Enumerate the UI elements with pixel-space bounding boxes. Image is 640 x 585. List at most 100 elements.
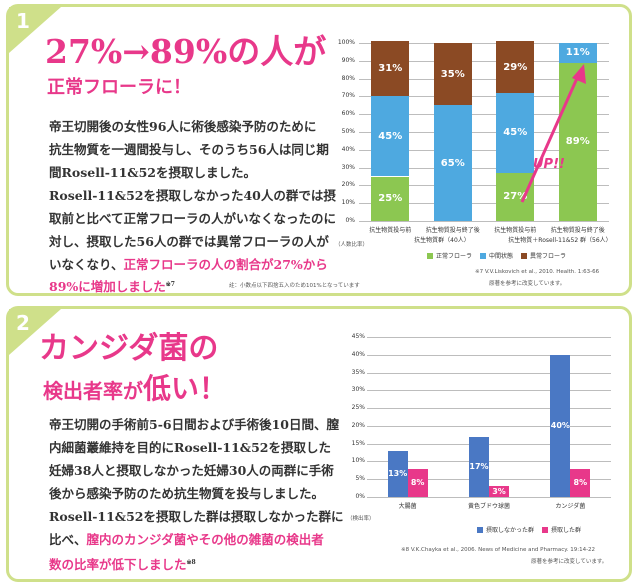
headline-low: 低い！: [143, 372, 228, 405]
headline-normal-flora: 正常フローラに！: [47, 77, 191, 98]
gridline: [359, 185, 609, 187]
body-line: 内細菌叢維持を目的にRosell-11&52を摂取した: [49, 440, 331, 455]
legend-label: 摂取しなかった群: [486, 527, 535, 534]
data-label: 3%: [492, 487, 506, 497]
section-1-highlight: いなくなり、正常フローラの人の割合が27%から: [49, 253, 328, 276]
gridline: [367, 372, 611, 374]
gridline: [359, 114, 609, 116]
body-line: 間Rosell-11&52を摂取しました。: [49, 165, 256, 180]
gridline: [359, 78, 609, 80]
y-tick-label: 40%: [351, 350, 365, 358]
bar: 8%: [570, 468, 591, 497]
bar-segment: 31%: [371, 41, 410, 97]
x-tick-label: 抗生物質投与前: [369, 227, 412, 234]
bar: 3%: [489, 486, 509, 497]
legend-item: 摂取した群: [542, 525, 581, 534]
y-tick-label: 35%: [351, 368, 365, 376]
body-line: 妊婦38人と摂取しなかった妊婦30人の両群に手術: [49, 463, 334, 478]
x-tick-label: 抗生物質投与終了後: [425, 227, 480, 234]
data-label: 8%: [573, 478, 588, 488]
body-line: 後から感染予防のため抗生物質を投与しました。: [49, 486, 325, 501]
y-tick-label: 40%: [341, 145, 355, 153]
y-tick-label: 10%: [341, 199, 355, 207]
gridline: [359, 203, 609, 205]
bar-segment: 89%: [558, 62, 597, 221]
x-tick-label: 抗生物質投与終了後: [550, 227, 605, 234]
data-label: 31%: [378, 63, 403, 75]
y-tick-label: 20%: [351, 421, 365, 429]
body-line: 比べ、: [49, 532, 87, 547]
flora-stacked-bar-chart: 0% 10% 20% 30% 40% 50% 60% 70% 80% 90% 100% 25% 45% 3…: [329, 37, 619, 237]
y-tick-label: 0%: [355, 493, 365, 500]
data-label: 35%: [440, 68, 465, 80]
gridline: [367, 354, 611, 356]
legend-swatch: [542, 526, 549, 533]
gridline: [359, 221, 609, 222]
x-tick-label: カンジダ菌: [555, 503, 586, 510]
gridline: [367, 479, 611, 481]
body-line: 対し、摂取した56人の群では異常フローラの人が: [49, 234, 329, 249]
gridline: [359, 132, 609, 133]
data-label: 11%: [565, 47, 590, 59]
group-label-antibiotic: 抗生物質群（40人）: [414, 237, 470, 244]
legend-item: 正常フローラ: [427, 251, 472, 260]
gridline: [367, 337, 611, 338]
y-tick-label: 90%: [341, 56, 355, 64]
legend-swatch: [480, 252, 487, 259]
gridline: [367, 461, 611, 463]
bar-segment: 35%: [433, 43, 472, 106]
section-2-highlight: 比べ、膣内のカンジダ菌やその他の雑菌の検出者: [49, 528, 324, 551]
y-tick-label: 60%: [341, 110, 355, 118]
legend-item: 異常フローラ: [521, 251, 566, 260]
y-tick-label: 70%: [341, 92, 355, 100]
gridline: [367, 390, 611, 392]
headline-percent-change: 27%→89%の人が: [45, 32, 327, 71]
y-tick-label: 25%: [351, 404, 365, 412]
data-label: 25%: [378, 193, 403, 205]
citation-8-note: 原著を参考に改変しています。: [531, 559, 608, 565]
detection-rate-bar-chart: 0% 5% 10% 15% 20% 25% 30% 35% 40% 45% 13% 8% 大腸菌 17% 3…: [339, 331, 621, 513]
section-number-2: 2: [16, 311, 30, 335]
section-2-body: 帝王切開の手術前5-6日間および手術後10日間、膣 内細菌叢維持を目的にRosel…: [49, 413, 343, 528]
bar-segment: 11%: [558, 43, 597, 63]
y-tick-label: 80%: [341, 74, 355, 82]
y-tick-label: 100%: [337, 39, 355, 46]
body-line: 抗生物質を一週間投与し、そのうち56人は同じ期: [49, 142, 329, 157]
body-line: いなくなり、: [49, 257, 124, 272]
section-1-panel: 1 27%→89%の人が 正常フローラに！ 帝王切開後の女性96人に術後感染予防…: [6, 4, 632, 296]
y-axis-caption: （人数比率）: [335, 242, 369, 248]
section-2-panel: 2 カンジダ菌の 検出者率が低い！ 帝王切開の手術前5-6日間および手術後10日…: [6, 306, 632, 582]
bar-segment: 45%: [371, 96, 410, 177]
chart-2-legend: 摂取しなかった群 摂取した群: [477, 525, 581, 534]
body-line: 帝王切開後の女性96人に術後感染予防のために: [49, 119, 317, 134]
data-label: 8%: [410, 478, 425, 488]
body-line: Rosell-11&52を摂取しなかった40人の群では摂: [49, 188, 336, 203]
y-tick-label: 0%: [345, 217, 355, 224]
gridline: [359, 43, 609, 44]
gridline: [367, 425, 611, 427]
highlight-text-3: 膣内のカンジダ菌やその他の雑菌の検出者: [86, 532, 324, 547]
body-line: Rosell-11&52を摂取した群は摂取しなかった群に: [49, 509, 344, 524]
data-label: 40%: [550, 421, 570, 431]
bar-segment: 25%: [371, 176, 410, 221]
data-label: 17%: [469, 462, 489, 472]
body-line: 取前と比べて正常フローラの人がいなくなったのに: [49, 211, 337, 226]
legend-label: 摂取した群: [551, 527, 582, 534]
rounding-note: 註：小数点以下四捨五入のため101%となっています: [229, 283, 360, 289]
legend-swatch: [521, 252, 528, 259]
legend-item: 中間状態: [480, 251, 513, 260]
y-tick-label: 20%: [341, 181, 355, 189]
x-tick-label: 大腸菌: [398, 503, 417, 510]
gridline: [359, 60, 609, 62]
bar-segment: 27%: [496, 172, 535, 221]
data-label: 89%: [565, 136, 590, 148]
y-tick-label: 50%: [341, 128, 355, 135]
legend-item: 摂取しなかった群: [477, 525, 534, 534]
bar: 17%: [469, 436, 489, 497]
headline-candida: カンジダ菌の: [39, 331, 219, 366]
section-number: 1: [16, 9, 30, 33]
group-label-rosell: 抗生物質＋Rosell-11&52 群（56人）: [508, 237, 612, 244]
x-tick-label: 黄色ブドウ球菌: [467, 503, 510, 510]
y-tick-label: 10%: [351, 457, 365, 465]
gridline: [359, 167, 609, 169]
